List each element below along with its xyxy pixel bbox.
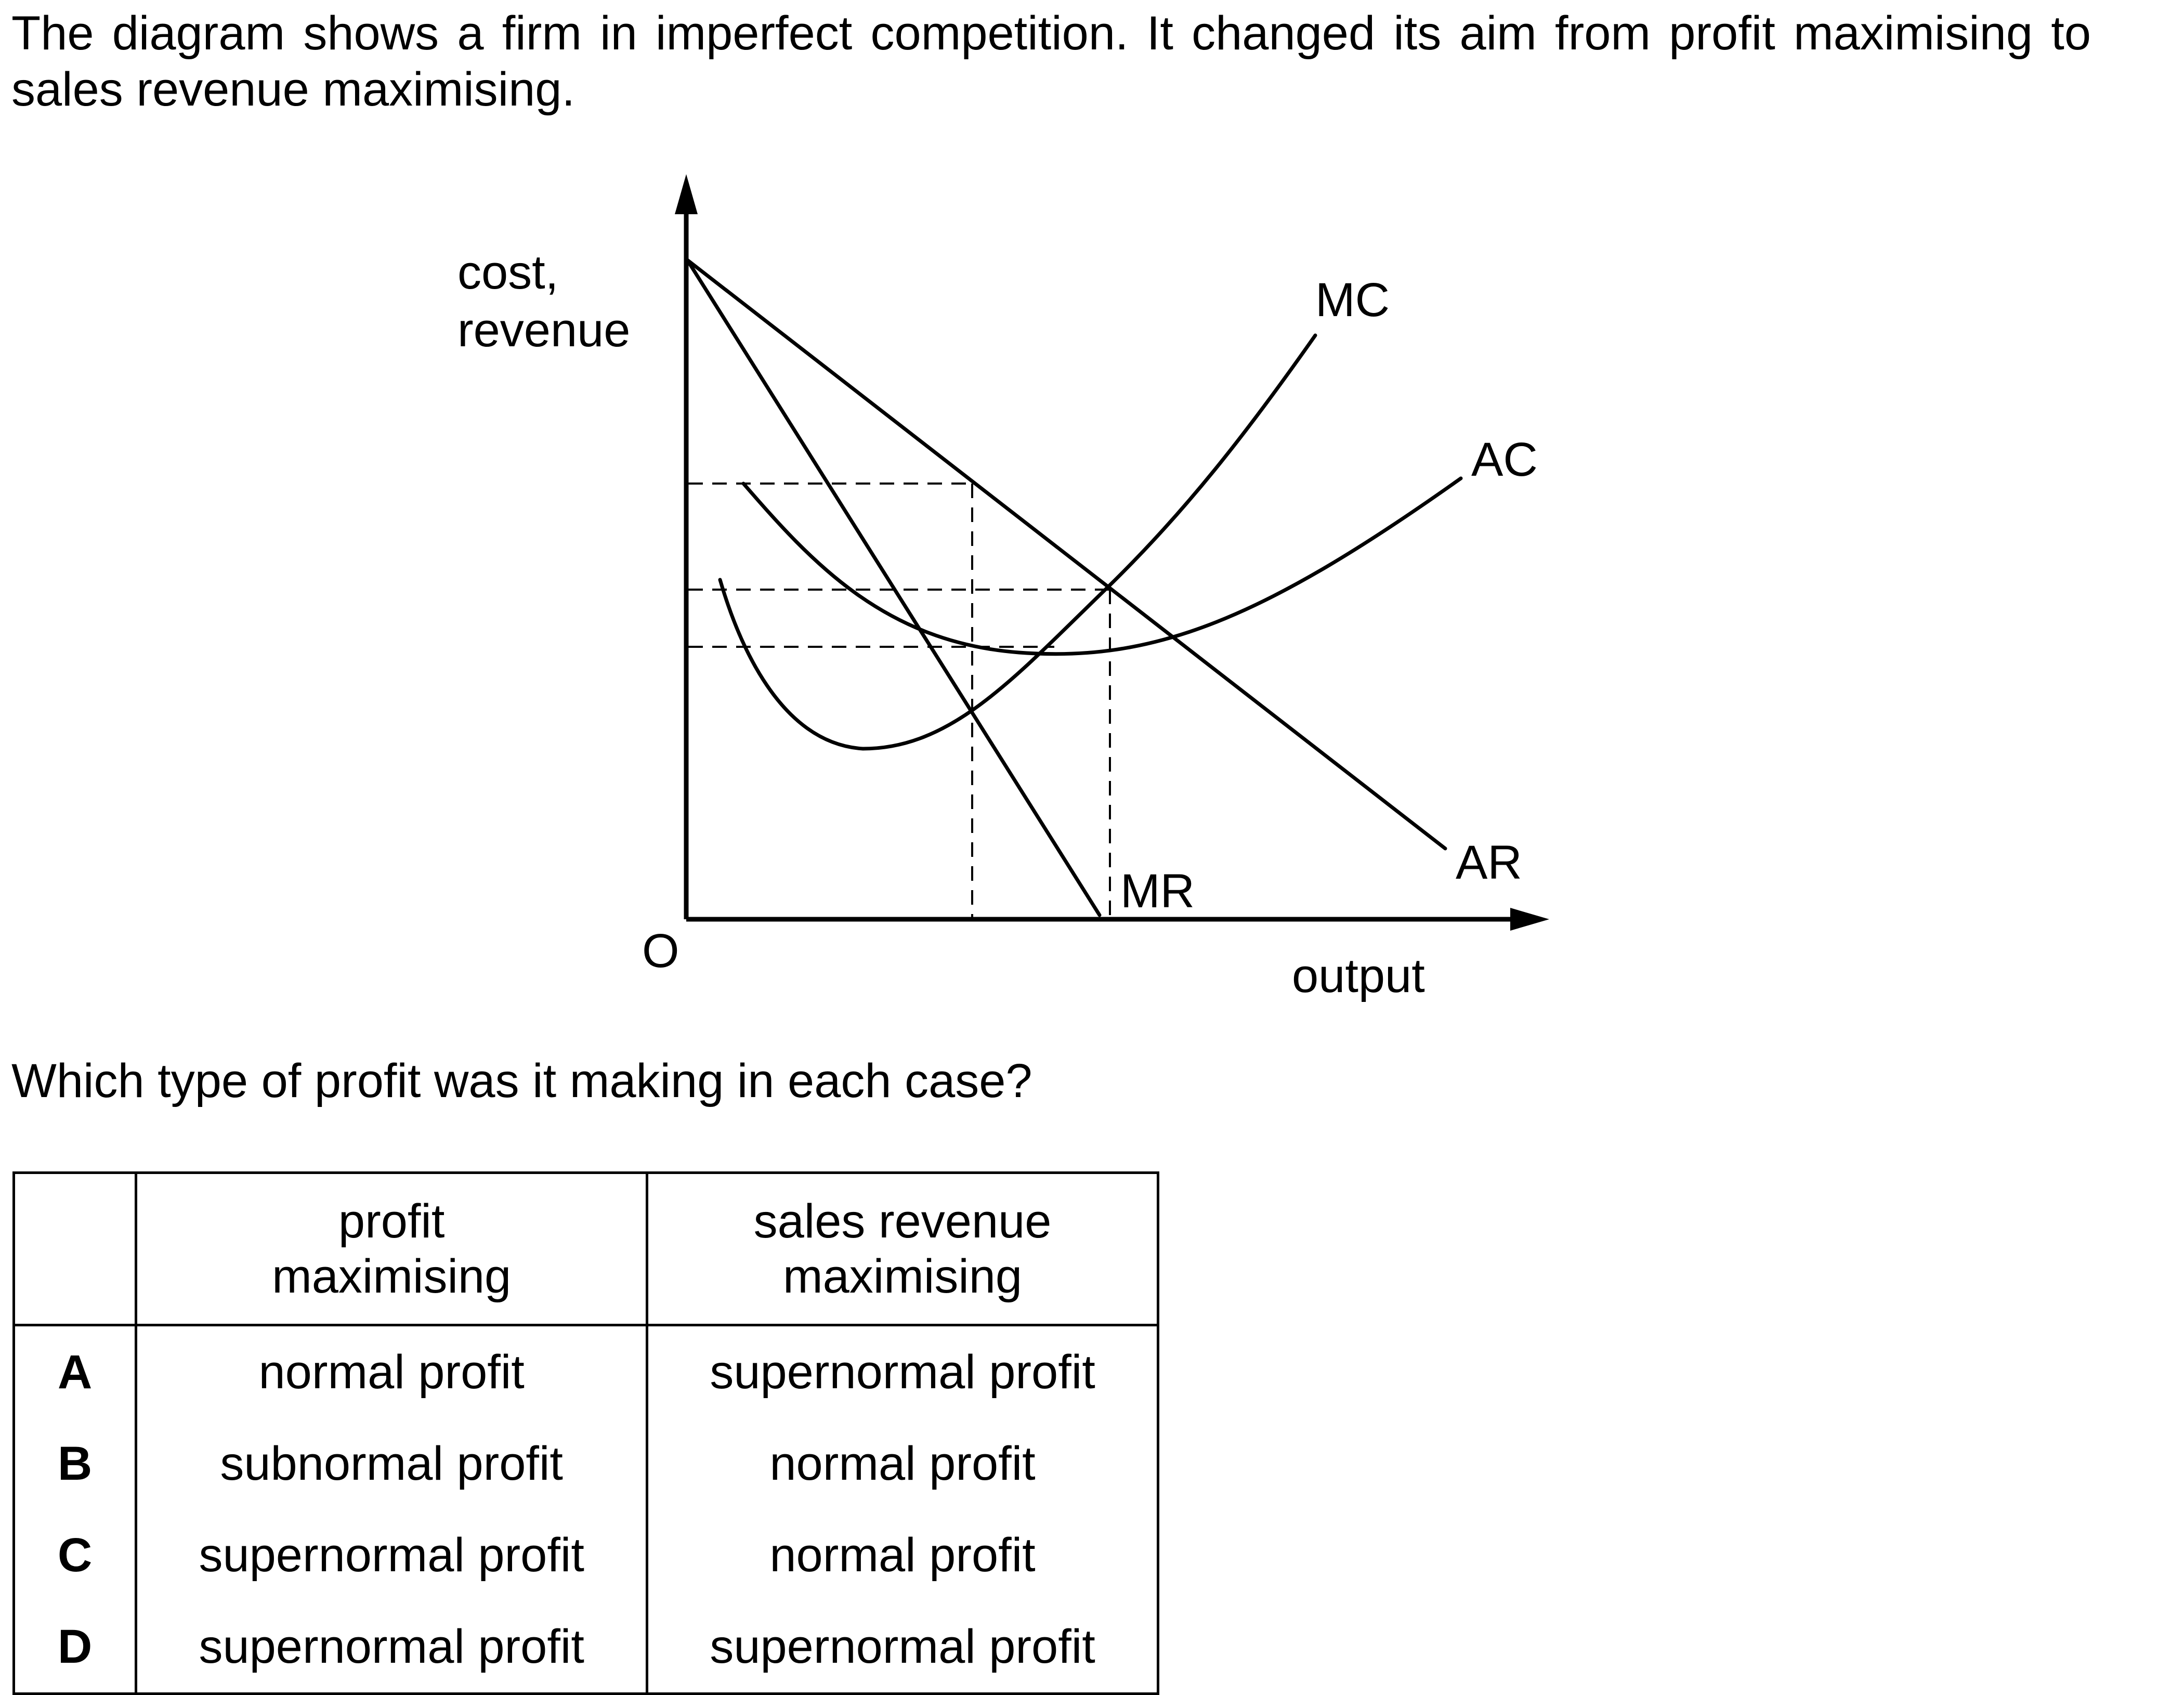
y-axis-label-line-2: revenue xyxy=(457,304,630,357)
header-profit-maximising: profit maximising xyxy=(135,1171,649,1326)
answer-options-table: profit maximising sales revenue maximisi… xyxy=(12,1171,1159,1695)
option-row-b[interactable]: B subnormal profit normal profit xyxy=(12,1418,1159,1509)
ar-label: AR xyxy=(1456,836,1522,889)
y-axis-label-line-1: cost, xyxy=(457,246,558,299)
option-key: B xyxy=(12,1418,138,1509)
x-axis-label: output xyxy=(1292,949,1425,1002)
option-row-d[interactable]: D supernormal profit supernormal profit xyxy=(12,1601,1159,1695)
header-profit-maximising-line-2: maximising xyxy=(272,1250,512,1303)
mr-curve xyxy=(685,258,1102,917)
origin-label: O xyxy=(642,924,679,977)
header-profit-maximising-line-1: profit xyxy=(338,1195,445,1248)
option-sales-revenue-maximising: supernormal profit xyxy=(646,1325,1159,1418)
ac-label: AC xyxy=(1471,433,1538,486)
option-key: A xyxy=(12,1325,138,1418)
header-sales-revenue-maximising: sales revenue maximising xyxy=(646,1171,1159,1326)
y-axis-arrowhead xyxy=(675,174,698,214)
option-key: C xyxy=(12,1509,138,1601)
option-sales-revenue-maximising: supernormal profit xyxy=(646,1601,1159,1695)
option-profit-maximising: supernormal profit xyxy=(135,1601,649,1695)
mc-curve xyxy=(718,333,1317,751)
question-prompt: Which type of profit was it making in ea… xyxy=(11,1054,1032,1107)
option-sales-revenue-maximising: normal profit xyxy=(646,1418,1159,1509)
intro-line-2: sales revenue maximising. xyxy=(11,63,576,116)
option-profit-maximising: subnormal profit xyxy=(135,1418,649,1509)
curves xyxy=(685,258,1463,917)
mr-label: MR xyxy=(1120,865,1195,918)
header-key xyxy=(12,1171,138,1326)
question-intro: The diagram shows a firm in imperfect co… xyxy=(11,5,2091,118)
x-axis-arrowhead xyxy=(1510,908,1549,931)
option-profit-maximising: normal profit xyxy=(135,1325,649,1418)
ac-curve xyxy=(741,476,1463,656)
table-header-row: profit maximising sales revenue maximisi… xyxy=(12,1171,1159,1326)
option-sales-revenue-maximising: normal profit xyxy=(646,1509,1159,1601)
mc-label: MC xyxy=(1315,273,1390,327)
option-profit-maximising: supernormal profit xyxy=(135,1509,649,1601)
intro-line-1: The diagram shows a firm in imperfect co… xyxy=(11,7,2091,60)
dashed-guides xyxy=(688,483,1111,917)
header-sales-revenue-line-2: maximising xyxy=(783,1250,1023,1303)
option-row-a[interactable]: A normal profit supernormal profit xyxy=(12,1325,1159,1418)
ar-curve xyxy=(685,258,1447,851)
header-sales-revenue-line-1: sales revenue xyxy=(753,1195,1052,1248)
option-row-c[interactable]: C supernormal profit normal profit xyxy=(12,1509,1159,1601)
option-key: D xyxy=(12,1601,138,1695)
axes xyxy=(684,205,1518,922)
